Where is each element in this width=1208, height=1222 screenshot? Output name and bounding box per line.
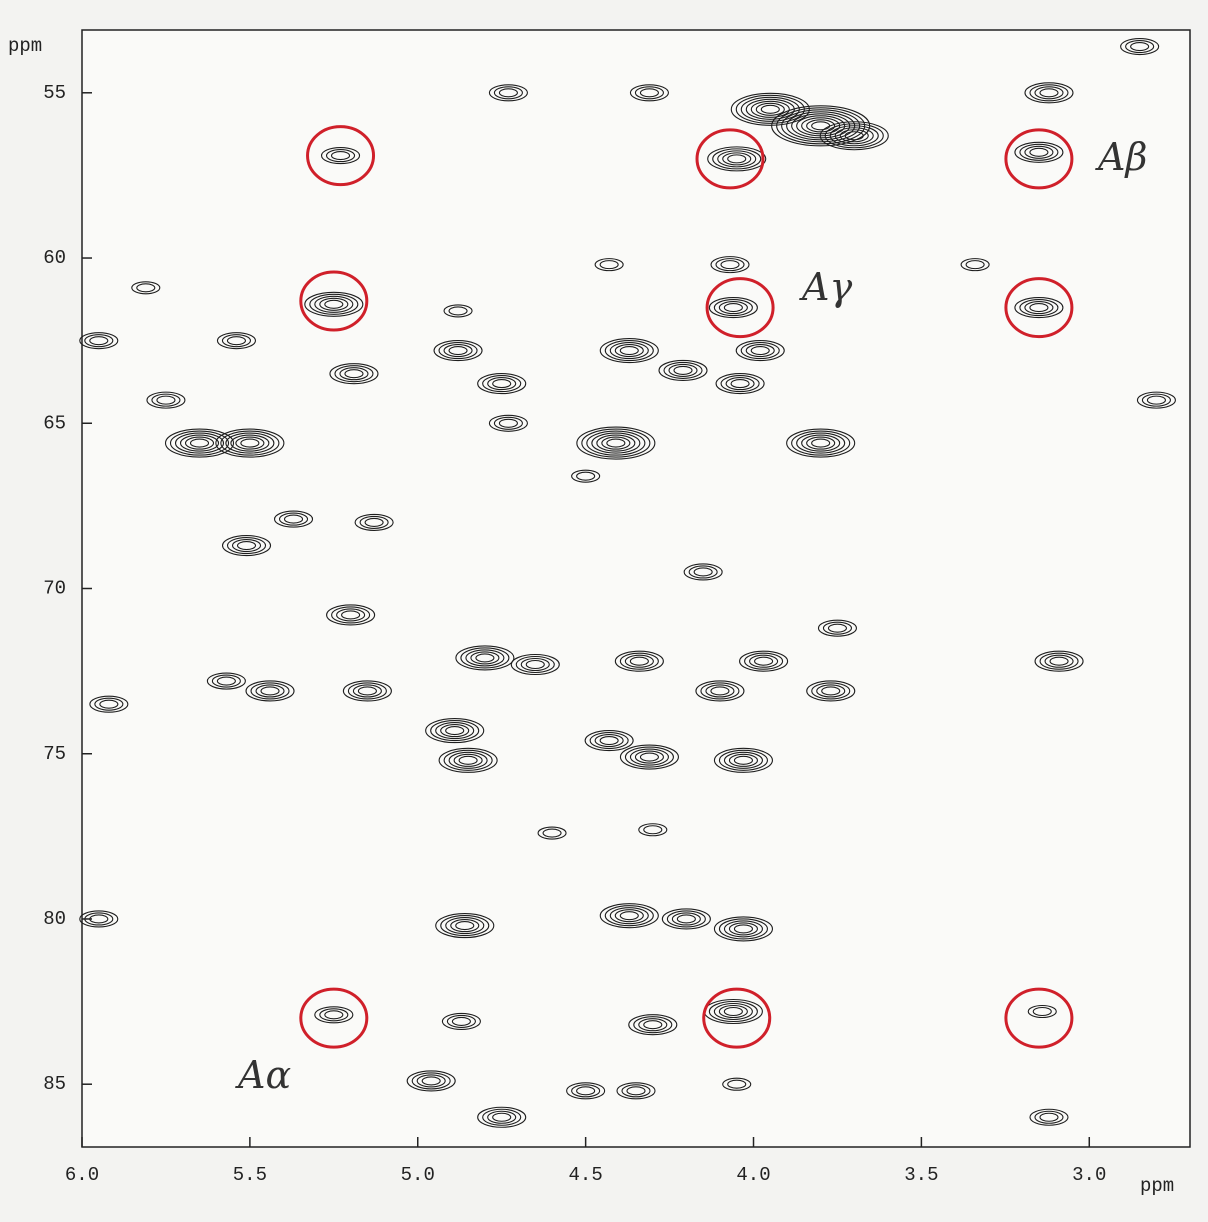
x-tick-label: 4.5	[569, 1164, 603, 1186]
x-tick-label: 4.0	[736, 1164, 770, 1186]
spectrum-chart: ppm ppm Aβ Aγ Aα 6.0 5.5 5.0 4.5 4.0 3.5 3.0 55…	[0, 0, 1208, 1222]
x-tick-label: 5.5	[233, 1164, 267, 1186]
x-tick-label: 5.0	[401, 1164, 435, 1186]
annotation: Aγ	[799, 265, 852, 309]
annotation: Aβ	[1095, 135, 1147, 179]
y-tick-label: 55	[43, 82, 66, 104]
y-tick-label: 80	[43, 908, 66, 930]
y-axis-label: ppm	[8, 35, 42, 57]
plot-frame	[82, 30, 1190, 1147]
x-tick-label: 3.0	[1072, 1164, 1106, 1186]
y-tick-label: 75	[43, 743, 66, 765]
x-tick-label: 6.0	[65, 1164, 99, 1186]
annotation: Aα	[235, 1053, 291, 1097]
y-tick-label: 60	[43, 247, 66, 269]
x-axis-label: ppm	[1140, 1175, 1174, 1197]
x-tick-label: 3.5	[904, 1164, 938, 1186]
y-tick-label: 70	[43, 578, 66, 600]
y-tick-label: 65	[43, 412, 66, 434]
y-tick-label: 85	[43, 1073, 66, 1095]
